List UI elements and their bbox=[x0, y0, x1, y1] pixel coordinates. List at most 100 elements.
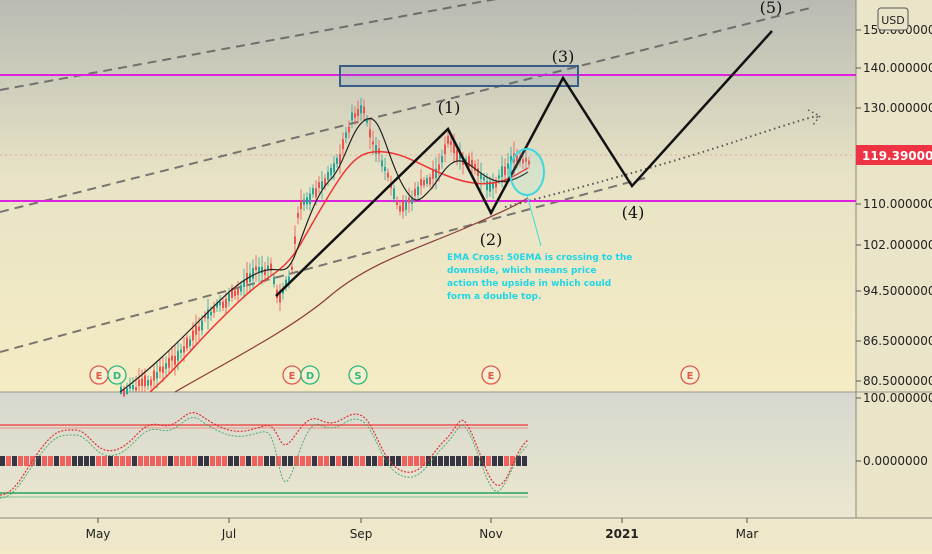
event-marker[interactable] bbox=[348, 365, 368, 385]
zero-band-segment bbox=[0, 456, 5, 466]
candle-body bbox=[312, 188, 314, 195]
candle-body bbox=[261, 266, 263, 274]
ema-cross-annotation[interactable]: EMA Cross: 50EMA is crossing to the down… bbox=[447, 253, 632, 302]
event-marker[interactable] bbox=[107, 365, 127, 385]
candle-body bbox=[465, 159, 467, 163]
time-axis[interactable]: May Jul Sep Nov 2021 Mar bbox=[86, 518, 759, 541]
candle-body bbox=[468, 155, 470, 167]
zero-band-segment bbox=[426, 456, 431, 466]
candle-body bbox=[453, 142, 455, 154]
elliott-wave-path[interactable] bbox=[275, 30, 773, 297]
zero-band-segment bbox=[204, 456, 209, 466]
price-scale-background bbox=[856, 0, 932, 518]
candle-body bbox=[195, 325, 197, 335]
candle-body bbox=[363, 106, 365, 114]
candle-body bbox=[138, 379, 140, 387]
oscillator-line-green bbox=[0, 417, 529, 499]
zero-band-segment bbox=[408, 456, 413, 466]
candle-body bbox=[285, 279, 287, 288]
candle-body bbox=[360, 105, 362, 114]
candle-body bbox=[252, 268, 254, 280]
price-tick-label: 102.0000000 bbox=[863, 238, 932, 252]
zero-band-segment bbox=[474, 456, 479, 466]
event-marker-label: E bbox=[687, 371, 694, 382]
candle-body bbox=[471, 159, 473, 168]
candle-body bbox=[123, 389, 125, 397]
zero-band-segment bbox=[504, 456, 509, 466]
zero-band-segment bbox=[168, 456, 173, 466]
candle-body bbox=[498, 175, 500, 179]
zero-band-segment bbox=[30, 456, 35, 466]
candle-body bbox=[231, 287, 233, 298]
candle-body bbox=[486, 181, 488, 191]
candle-body bbox=[438, 164, 440, 171]
zero-band-segment bbox=[282, 456, 287, 466]
candle-body bbox=[309, 193, 311, 205]
zero-band-segment bbox=[120, 456, 125, 466]
zero-band-segment bbox=[420, 456, 425, 466]
zero-band-segment bbox=[498, 456, 503, 466]
ema-50-line bbox=[149, 150, 529, 393]
zero-band-segment bbox=[492, 456, 497, 466]
currency-button-label: USD bbox=[881, 14, 905, 27]
resistance-zone-box[interactable] bbox=[339, 65, 579, 87]
zero-band-segment bbox=[192, 456, 197, 466]
zero-band-segment bbox=[360, 456, 365, 466]
event-marker-label: D bbox=[306, 371, 314, 382]
zero-band-segment bbox=[402, 456, 407, 466]
candle-body bbox=[522, 159, 524, 164]
candle-body bbox=[456, 149, 458, 161]
zero-band-segment bbox=[462, 456, 467, 466]
zero-band-segment bbox=[432, 456, 437, 466]
candle-body bbox=[492, 183, 494, 189]
candle-body bbox=[150, 379, 152, 386]
zero-band-segment bbox=[510, 456, 515, 466]
wave-label-2: (2) bbox=[480, 230, 503, 249]
candle-body bbox=[186, 337, 188, 349]
candle-body bbox=[414, 188, 416, 196]
ema-cross-highlight-circle[interactable] bbox=[509, 148, 545, 196]
candle-body bbox=[375, 144, 377, 154]
price-tick-label: 94.5000000 bbox=[863, 284, 932, 298]
price-tick-label: 110.0000000 bbox=[863, 197, 932, 211]
candle-body bbox=[516, 155, 518, 162]
zero-band-segment bbox=[234, 456, 239, 466]
candle-body bbox=[411, 197, 413, 204]
candle-body bbox=[204, 314, 206, 319]
zero-band-segment bbox=[276, 456, 281, 466]
zero-band-segment bbox=[240, 456, 245, 466]
zero-band-segment bbox=[306, 456, 311, 466]
zero-band-segment bbox=[216, 456, 221, 466]
candle-body bbox=[441, 156, 443, 163]
event-marker[interactable] bbox=[300, 365, 320, 385]
event-marker-label: D bbox=[113, 371, 121, 382]
time-tick-label: Jul bbox=[221, 527, 236, 541]
annotation-line-1: EMA Cross: 50EMA is crossing to the bbox=[447, 253, 632, 263]
candle-body bbox=[354, 113, 356, 118]
zero-band-segment bbox=[522, 456, 527, 466]
candle-body bbox=[141, 378, 143, 386]
candle-body bbox=[234, 290, 236, 297]
candle-body bbox=[294, 236, 296, 244]
zero-band-segment bbox=[102, 456, 107, 466]
event-marker[interactable] bbox=[481, 365, 501, 385]
zero-band-segment bbox=[372, 456, 377, 466]
candle-body bbox=[180, 349, 182, 353]
candle-body bbox=[447, 135, 449, 144]
ema-20-line bbox=[119, 117, 529, 393]
candle-body bbox=[174, 355, 176, 365]
zero-band-segment bbox=[198, 456, 203, 466]
candle-body bbox=[357, 108, 359, 117]
zero-band-segment bbox=[396, 456, 401, 466]
candle-body bbox=[495, 182, 497, 188]
zero-band-segment bbox=[318, 456, 323, 466]
candle-body bbox=[426, 178, 428, 184]
event-marker[interactable] bbox=[680, 365, 700, 385]
zero-band-segment bbox=[378, 456, 383, 466]
currency-button[interactable] bbox=[877, 7, 909, 31]
zero-band-segment bbox=[324, 456, 329, 466]
wave-label-5: (5) bbox=[760, 0, 783, 17]
candle-body bbox=[318, 182, 320, 188]
